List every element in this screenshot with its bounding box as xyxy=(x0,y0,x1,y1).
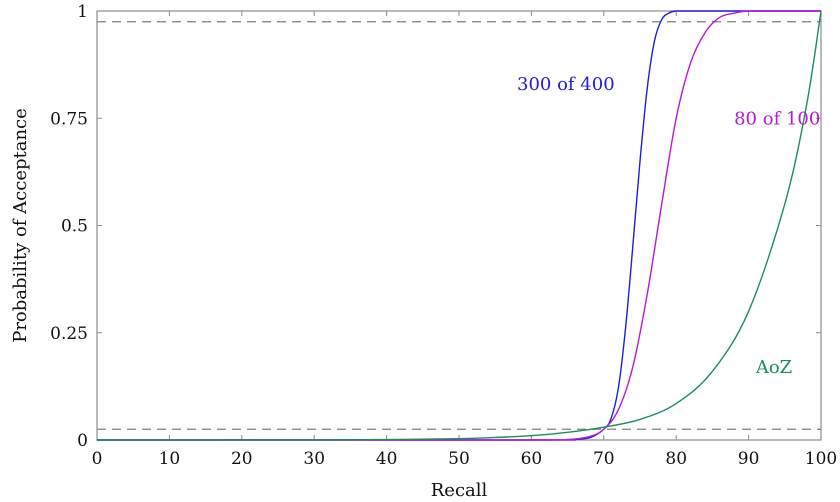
series-label: 80 of 100 xyxy=(734,108,820,129)
series-label: AoZ xyxy=(755,357,792,378)
reference-lines xyxy=(97,21,821,430)
x-axis-title: Recall xyxy=(431,480,488,501)
x-tick-label: 20 xyxy=(231,449,253,469)
x-tick-label: 50 xyxy=(448,449,470,469)
series-label: 300 of 400 xyxy=(517,74,615,95)
x-tick-label: 100 xyxy=(805,449,837,469)
series-labels: 300 of 400 80 of 100 AoZ xyxy=(517,74,820,378)
x-tick-label: 70 xyxy=(593,449,615,469)
y-tick-label: 0.5 xyxy=(61,217,88,237)
x-tick-label: 30 xyxy=(303,449,325,469)
series-lines xyxy=(96,10,822,441)
y-tick-label: 0.75 xyxy=(50,109,88,129)
plot-frame xyxy=(96,10,822,441)
x-tick-label: 0 xyxy=(92,449,103,469)
y-axis-title: Probability of Acceptance xyxy=(10,108,31,343)
y-tick-label: 0.25 xyxy=(50,324,88,344)
series-line-80-of-100 xyxy=(97,10,821,441)
x-tick-label: 10 xyxy=(159,449,181,469)
series-line-aoz xyxy=(96,10,822,441)
x-tick-label: 40 xyxy=(376,449,398,469)
y-tick-label: 0 xyxy=(77,431,88,451)
axes xyxy=(96,10,822,441)
y-tick-label: 1 xyxy=(77,2,88,22)
series-line-300-of-400 xyxy=(97,10,821,441)
x-tick-label: 90 xyxy=(738,449,760,469)
x-tick-label: 60 xyxy=(521,449,543,469)
x-tick-label: 80 xyxy=(665,449,687,469)
tick-labels: 0 10 20 30 40 50 60 70 80 90 100 0 0.25 0.5 0.75 1 xyxy=(50,2,837,469)
